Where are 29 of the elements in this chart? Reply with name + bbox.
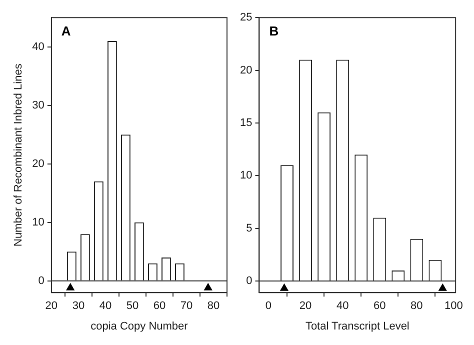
x-tick-label: 20 — [299, 300, 312, 312]
x-tick-label: 60 — [153, 300, 166, 312]
x-tick-label: 80 — [410, 300, 423, 312]
x-tick-label: 20 — [45, 300, 58, 312]
y-tick-label: 0 — [246, 275, 252, 288]
x-tick-label: 40 — [99, 300, 112, 312]
x-tick-label: 80 — [207, 300, 220, 312]
x-tick-label: 70 — [180, 300, 193, 312]
y-tick-label: 10 — [32, 216, 44, 228]
x-tick-label: 40 — [336, 300, 349, 312]
x-tick-label: 0 — [265, 300, 272, 312]
x-tick-label: 60 — [374, 300, 386, 312]
y-tick-label: 15 — [240, 116, 252, 129]
y-tick-label: 0 — [38, 274, 44, 287]
y-tick-label: 5 — [246, 222, 252, 234]
x-axis-title: copia Copy Number — [90, 320, 188, 332]
text: A — [61, 24, 72, 39]
x-axis-title: Total Transcript Level — [305, 320, 410, 332]
y-tick-label: 20 — [32, 158, 44, 170]
y-tick-label: 20 — [240, 64, 252, 76]
y-tick-label: 10 — [240, 170, 252, 182]
text: B — [269, 24, 279, 39]
x-tick-label: 100 — [444, 300, 463, 312]
y-axis-title: Number of Recombinant Inbred Lines — [12, 63, 25, 247]
y-tick-label: 30 — [32, 99, 44, 112]
x-tick-label: 50 — [126, 300, 139, 312]
x-tick-label: 30 — [72, 300, 85, 312]
y-tick-label: 25 — [240, 12, 252, 24]
y-tick-label: 40 — [32, 40, 44, 53]
